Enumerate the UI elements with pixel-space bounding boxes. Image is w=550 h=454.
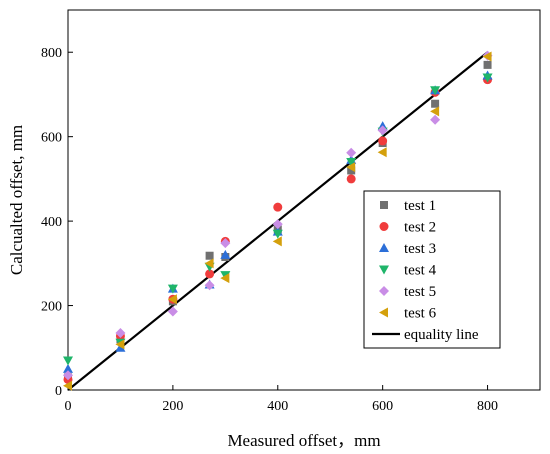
legend-marker-test-4	[379, 265, 389, 275]
test-1-point	[205, 251, 214, 260]
test-2-point	[378, 136, 388, 146]
legend-marker-test-1	[380, 201, 388, 209]
legend-marker-test-5	[379, 286, 389, 296]
y-axis-title: Calcualted offset, mm	[7, 125, 26, 275]
x-tick-label: 200	[162, 399, 183, 414]
test-6-point	[115, 339, 125, 350]
test-2-point	[346, 174, 356, 184]
test-6-point	[272, 236, 282, 247]
test-6-point	[63, 380, 72, 391]
y-tick-label: 800	[41, 46, 62, 61]
test-5-point	[346, 147, 357, 158]
test-3-point	[63, 363, 73, 373]
y-tick-label: 200	[41, 300, 62, 315]
test-3-point	[220, 249, 231, 259]
test-5-point	[63, 370, 73, 381]
legend-label: test 5	[404, 284, 436, 300]
x-tick-label: 800	[477, 399, 498, 414]
x-tick-label: 600	[372, 399, 393, 414]
legend-label: test 3	[404, 241, 436, 257]
test-4-point	[272, 229, 283, 239]
plot-frame	[67, 9, 541, 391]
test-5-point	[220, 238, 231, 249]
legend-label: test 6	[404, 306, 437, 322]
test-1-point	[431, 99, 440, 108]
test-6-point	[346, 162, 356, 173]
test-6-point	[204, 258, 214, 269]
axis-ticks: 0 200 400 600 800 0 200 400 600 800	[41, 46, 498, 414]
legend-label: test 2	[404, 220, 436, 236]
test-5-point	[377, 125, 388, 136]
test-5-point	[430, 114, 441, 125]
legend-marker-test-2	[379, 222, 389, 231]
test-6-point	[167, 294, 177, 305]
test-5-point	[272, 219, 283, 230]
x-axis-title: Measured offset，mm	[227, 431, 380, 450]
legend-label: test 4	[404, 263, 437, 279]
test-5-point	[167, 306, 178, 317]
test-2-point	[273, 202, 283, 212]
legend-marker-test-3	[379, 243, 389, 252]
y-tick-label: 400	[41, 215, 62, 230]
legend-label: test 1	[404, 198, 436, 214]
legend-label: equality line	[404, 327, 479, 343]
test-4-point	[63, 356, 73, 366]
data-points	[63, 50, 493, 391]
legend-items: test 1 test 2 test 3 test 4 test 5 test 6 equa…	[372, 198, 479, 343]
y-tick-label: 600	[41, 131, 62, 146]
x-tick-label: 400	[267, 399, 288, 414]
legend: test 1 test 2 test 3 test 4 test 5 test 6 equa…	[363, 190, 501, 349]
test-4-point	[430, 86, 441, 96]
x-tick-label: 0	[65, 399, 72, 414]
test-4-point	[167, 284, 178, 294]
test-6-point	[482, 51, 492, 62]
test-2-point	[205, 269, 215, 279]
test-6-point	[377, 147, 387, 158]
test-6-point	[220, 273, 230, 284]
test-4-point	[346, 158, 357, 167]
test-6-point	[430, 106, 440, 117]
legend-marker-test-6	[379, 307, 388, 318]
test-1-point	[483, 60, 492, 69]
y-tick-label: 0	[55, 384, 62, 399]
test-4-point	[482, 73, 493, 83]
test-1-point	[347, 166, 356, 175]
test-5-point	[115, 328, 126, 338]
test-5-point	[204, 280, 215, 291]
